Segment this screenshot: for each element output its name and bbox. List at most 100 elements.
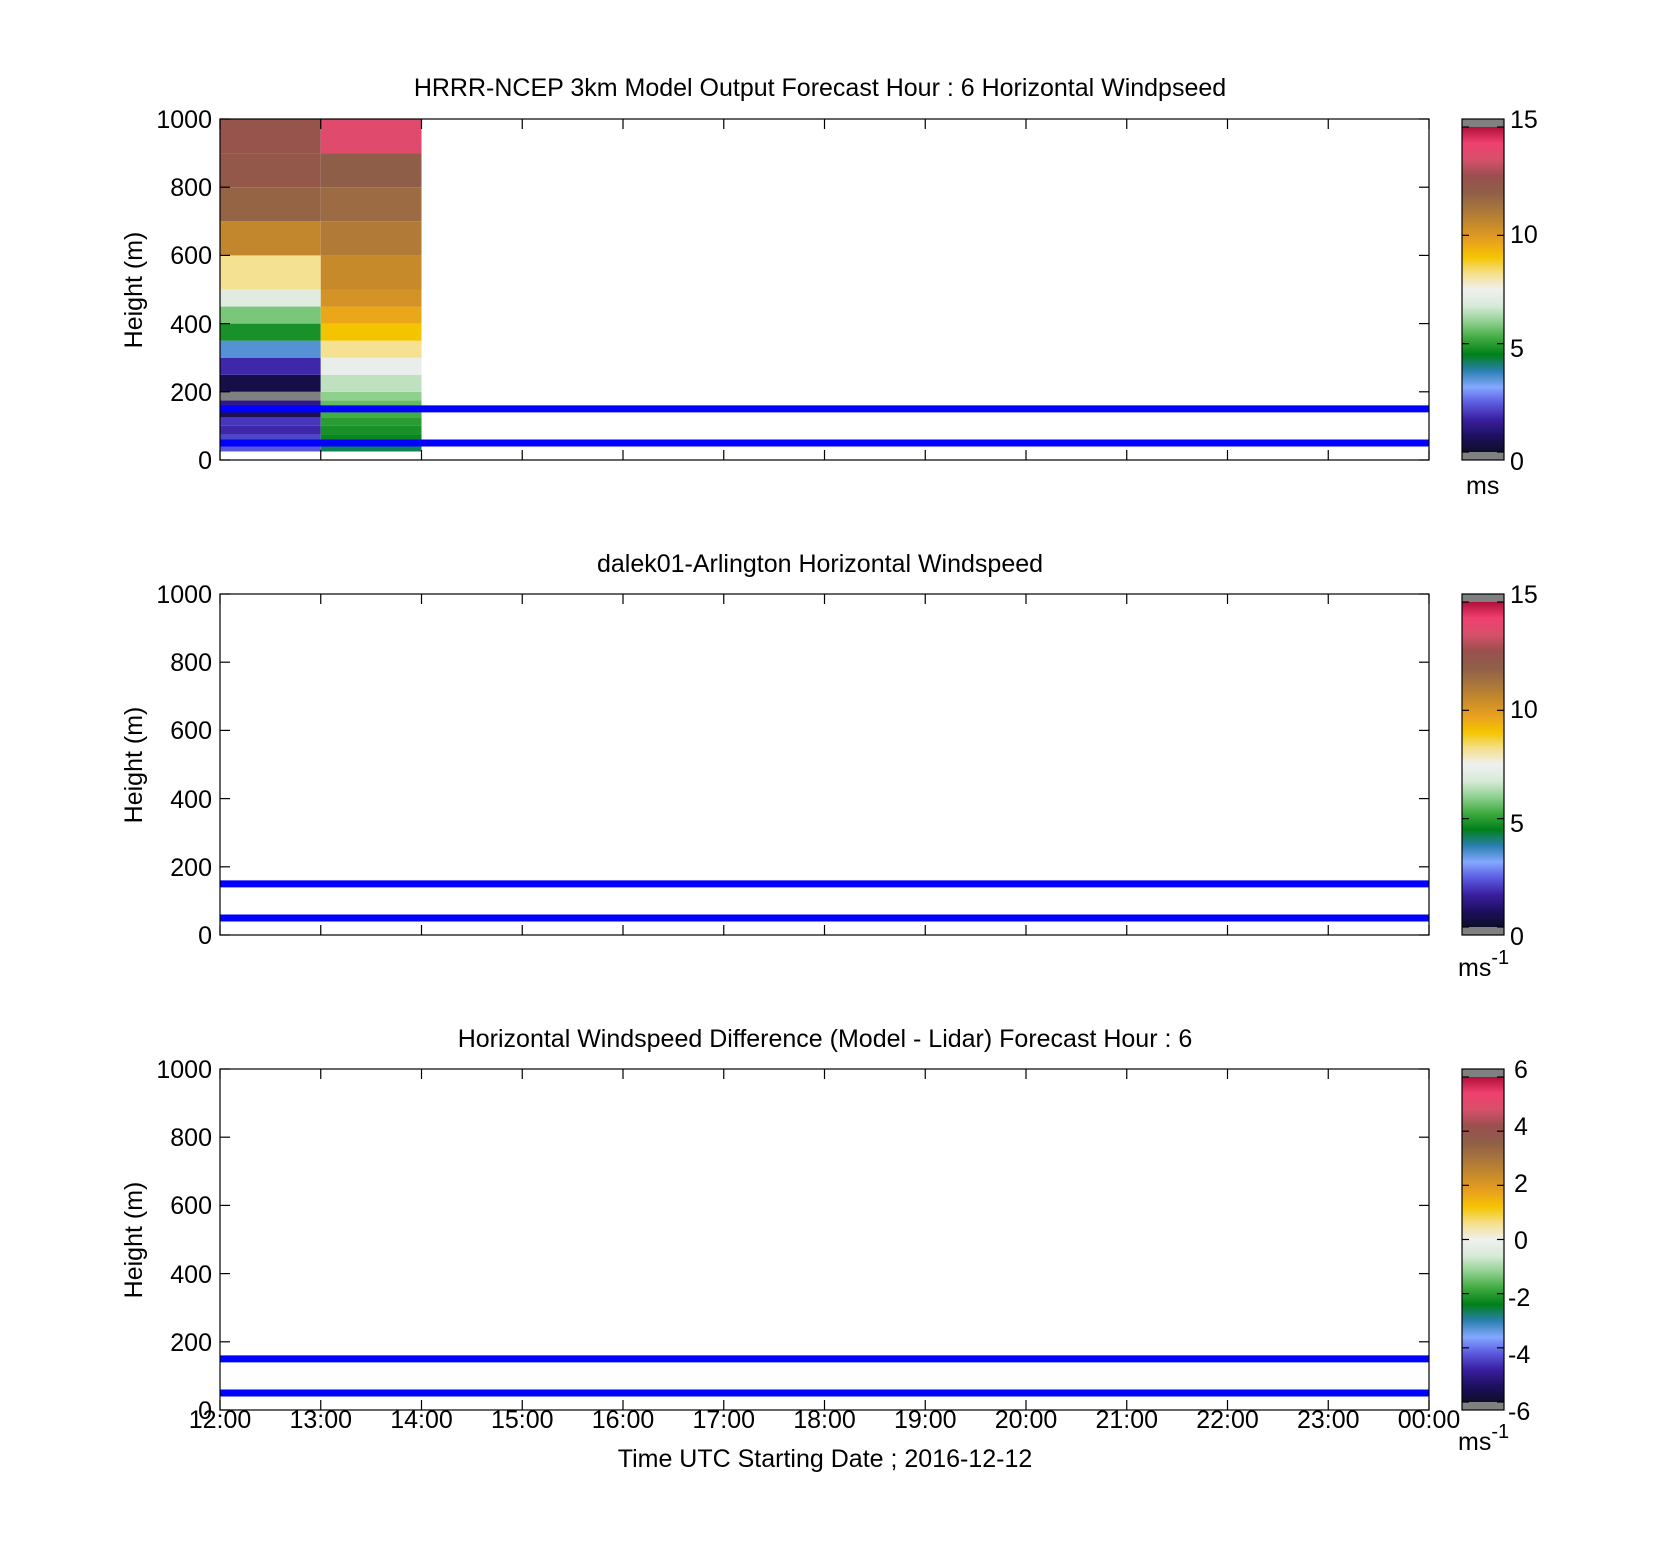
x-tick-label-1: 13:00 (289, 1406, 352, 1434)
panel-1-heatmap-cells (220, 119, 422, 452)
panel-2-ytick-0: 0 (198, 922, 212, 950)
panel-2-ytick-600: 600 (170, 717, 212, 745)
panel-1-y-axis-label: Height (m) (120, 232, 148, 349)
panel-1-colorbar-gradient (1462, 127, 1504, 452)
panel-2-y-tick-labels: 0 200 400 600 800 1000 (156, 581, 212, 950)
panel-2-colorbar-tick-15: 15 (1510, 581, 1538, 609)
panel-2-colorbar-over (1462, 594, 1504, 602)
heatmap-cell-col0-row4 (220, 408, 321, 418)
heatmap-cell-col1-row7 (320, 374, 422, 392)
panel-3-colorbar-tick-0: 0 (1514, 1227, 1528, 1255)
heatmap-cell-col0-row16 (220, 153, 321, 188)
x-tick-label-6: 18:00 (793, 1406, 856, 1434)
panel-2-colorbar-tick-10: 10 (1510, 696, 1538, 724)
panel-2-unit-sup: -1 (1491, 947, 1509, 969)
panel-2-colorbar-under (1462, 927, 1504, 935)
panel-1-ytick-600: 600 (170, 242, 212, 270)
panel-2-colorbar-frame (1461, 593, 1505, 936)
panel-3-colorbar-tick-4: 4 (1514, 1113, 1528, 1141)
panel-1-colorbar-ticks (1462, 126, 1504, 453)
panel-3-colorbar-tick-2: 2 (1514, 1170, 1528, 1198)
panel-2-colorbar-tick-5: 5 (1510, 810, 1524, 838)
panel-2-ytick-200: 200 (170, 854, 212, 882)
panel-1-ytick-0: 0 (198, 447, 212, 475)
heatmap-cell-col0-row2 (220, 425, 321, 435)
panel-2-unit-base: ms (1458, 954, 1491, 982)
panel-3-colorbar-over (1462, 1069, 1504, 1077)
x-tick-label-4: 16:00 (592, 1406, 655, 1434)
panel-1-colorbar-over (1462, 119, 1504, 127)
panel-3-y-axis-label: Height (m) (120, 1182, 148, 1299)
heatmap-cell-col0-row3 (220, 417, 321, 426)
heatmap-cell-col1-row3 (320, 417, 422, 426)
panel-1-colorbar-tick-15: 15 (1510, 106, 1538, 134)
panel-3-colorbar-unit: ms-1 (1458, 1421, 1509, 1456)
x-tick-label-3: 15:00 (491, 1406, 554, 1434)
heatmap-cell-col0-row8 (220, 357, 321, 375)
panel-3-reference-lines (220, 1355, 1429, 1397)
panel-3-title: Horizontal Windspeed Difference (Model -… (458, 1025, 1193, 1053)
heatmap-cell-col1-row17 (320, 119, 422, 154)
heatmap-cell-col0-row17 (220, 119, 321, 154)
panel-3-x-tick-labels: 12:00 13:00 14:00 15:00 16:00 17:00 18:00 19:00… (189, 1406, 1461, 1434)
heatmap-cell-col1-row16 (320, 153, 422, 188)
x-tick-label-8: 20:00 (995, 1406, 1058, 1434)
heatmap-cell-col1-row9 (320, 340, 422, 358)
x-tick-label-7: 19:00 (894, 1406, 957, 1434)
heatmap-cell-col0-row7 (220, 374, 321, 392)
heatmap-cell-col1-row8 (320, 357, 422, 375)
panel-3-colorbar-tick-6: 6 (1514, 1056, 1528, 1084)
heatmap-cell-col0-row5 (220, 400, 321, 409)
panel-1-colorbar-tick-5: 5 (1510, 335, 1524, 363)
heatmap-cell-col1-row1 (320, 434, 422, 443)
heatmap-cell-col0-row1 (220, 434, 321, 443)
panel-difference: Horizontal Windspeed Difference (Model -… (120, 1025, 1530, 1473)
panel-1-colorbar-tick-0: 0 (1510, 448, 1524, 476)
panel-3-y-tick-labels: 0 200 400 600 800 1000 (156, 1056, 212, 1425)
panel-1-ytick-800: 800 (170, 174, 212, 202)
panel-lidar: dalek01-Arlington Horizontal Windspeed 0… (120, 550, 1538, 982)
panel-3-colorbar-tick-m4: -4 (1508, 1341, 1530, 1369)
panel-1-ytick-200: 200 (170, 379, 212, 407)
panel-2-colorbar-ticks (1462, 601, 1504, 928)
heatmap-cell-col1-row4 (320, 408, 422, 418)
heatmap-cell-col0-row6 (220, 391, 321, 401)
panel-1-y-tick-labels: 0 200 400 600 800 1000 (156, 106, 212, 475)
x-tick-label-9: 21:00 (1095, 1406, 1158, 1434)
x-tick-label-0: 12:00 (189, 1406, 252, 1434)
heatmap-cell-col1-row10 (320, 323, 422, 341)
panel-2-y-axis-label: Height (m) (120, 707, 148, 824)
heatmap-cell-col1-row5 (320, 400, 422, 409)
panel-2-ytick-1000: 1000 (156, 581, 212, 609)
panel-1-colorbar: 0 5 10 15 ms (1461, 106, 1538, 500)
heatmap-cell-col0-row11 (220, 306, 321, 324)
heatmap-cell-col0-row14 (220, 221, 321, 256)
x-tick-label-5: 17:00 (692, 1406, 755, 1434)
heatmap-cell-col1-row2 (320, 425, 422, 435)
panel-1-colorbar-under (1462, 452, 1504, 460)
panel-1-reference-lines (220, 405, 1429, 447)
panel-1-colorbar-tick-10: 10 (1510, 221, 1538, 249)
heatmap-cell-col1-row11 (320, 306, 422, 324)
panel-2-colorbar-gradient (1462, 602, 1504, 927)
x-tick-label-2: 14:00 (390, 1406, 453, 1434)
panel-1-ytick-400: 400 (170, 311, 212, 339)
heatmap-cell-col0-row12 (220, 289, 321, 307)
panel-3-ytick-400: 400 (170, 1261, 212, 1289)
heatmap-cell-col0-row9 (220, 340, 321, 358)
heatmap-cell-col0-row13 (220, 255, 321, 290)
panel-1-ytick-1000: 1000 (156, 106, 212, 134)
panel-3-colorbar-under (1462, 1402, 1504, 1410)
x-tick-label-10: 22:00 (1196, 1406, 1259, 1434)
panel-1-colorbar-frame (1461, 118, 1505, 461)
panel-3-ytick-1000: 1000 (156, 1056, 212, 1084)
heatmap-cell-col0-row15 (220, 187, 321, 222)
heatmap-cell-col1-row14 (320, 221, 422, 256)
panel-3-ytick-0: 0 (198, 1397, 212, 1425)
panel-1-title: HRRR-NCEP 3km Model Output Forecast Hour… (414, 74, 1226, 102)
panel-3-colorbar: -6 -4 -2 0 2 4 6 ms-1 (1458, 1056, 1530, 1456)
panel-2-title: dalek01-Arlington Horizontal Windspeed (597, 550, 1043, 578)
heatmap-cell-col1-row6 (320, 391, 422, 401)
panel-2-colorbar: 0 5 10 15 ms-1 (1458, 581, 1538, 982)
